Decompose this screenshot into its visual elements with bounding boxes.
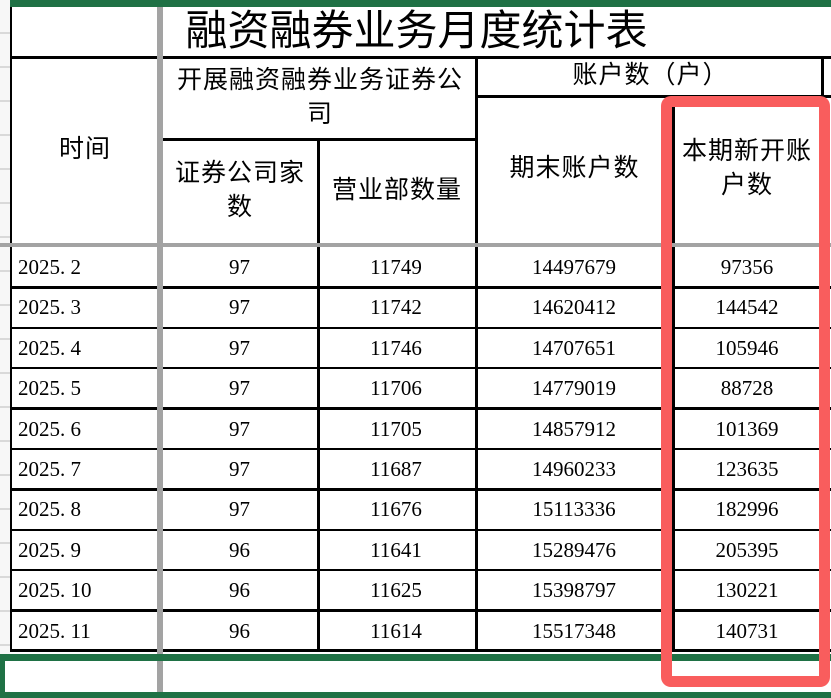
grid-line [10,528,831,532]
new_accounts-cell[interactable]: 205395 [715,537,779,562]
time-cell[interactable]: 2025. 3 [18,295,81,320]
branches-cell[interactable]: 11687 [370,457,422,481]
branches-cell[interactable]: 11706 [370,376,422,401]
period_end-cell[interactable]: 15398797 [532,578,616,603]
selection-border-top [10,0,831,7]
new_accounts-cell[interactable]: 101369 [715,416,779,441]
time-cell[interactable]: 2025. 4 [18,335,81,360]
branches-cell[interactable]: 11625 [370,578,422,603]
time-cell[interactable]: 2025. 7 [18,457,81,481]
grid-line [475,56,478,651]
table-title-cell[interactable]: 融资融券业务月度统计表 [185,9,648,55]
branches-cell[interactable]: 11641 [370,537,422,562]
new_accounts-cell[interactable]: 123635 [715,457,779,481]
period_end-cell[interactable]: 15289476 [532,537,616,562]
branches-cell[interactable]: 11676 [370,497,422,522]
period_end-cell[interactable]: 14857912 [532,416,616,441]
header-cell-new-accounts[interactable]: 本期新开账户数 [681,138,812,199]
grid-line [476,95,831,98]
time-cell[interactable]: 2025. 10 [18,578,92,603]
period_end-cell[interactable]: 14620412 [532,295,616,320]
time-cell[interactable]: 2025. 11 [18,618,91,643]
companies-cell[interactable]: 97 [229,416,250,441]
period_end-cell[interactable]: 14779019 [532,376,616,401]
companies-cell[interactable]: 97 [229,255,250,279]
header-cell-time[interactable]: 时间 [58,136,111,164]
period_end-cell[interactable]: 14497679 [532,255,616,279]
grid-line [10,649,831,652]
new_accounts-cell[interactable]: 105946 [715,335,779,360]
companies-cell[interactable]: 96 [229,537,250,562]
companies-cell[interactable]: 97 [229,376,250,401]
period_end-cell[interactable]: 14960233 [532,457,616,481]
new_accounts-cell[interactable]: 140731 [715,618,779,643]
branches-cell[interactable]: 11742 [370,295,422,320]
grid-line [10,488,831,491]
header-cell-branch-count[interactable]: 营业部数量 [331,176,462,204]
grid-line [10,447,831,451]
grid-line [672,95,675,651]
grid-line [10,326,831,330]
pane-divider-vertical [157,0,163,698]
grid-line [10,56,831,59]
time-cell[interactable]: 2025. 6 [18,416,81,441]
active-cell[interactable] [2,661,157,691]
selection-border-middle [0,654,831,661]
branches-cell[interactable]: 11705 [370,416,422,441]
new_accounts-cell[interactable]: 182996 [715,497,779,522]
companies-cell[interactable]: 96 [229,578,250,603]
grid-line [10,568,831,572]
header-cell-period-end-accounts[interactable]: 期末账户数 [509,155,640,183]
branches-cell[interactable]: 11749 [370,255,422,279]
period_end-cell[interactable]: 15113336 [532,497,616,522]
header-cell-company-count[interactable]: 证券公司家数 [174,159,305,221]
header-cell-company-group[interactable]: 开展融资融券业务证券公司 [176,66,463,128]
pane-divider-horizontal [0,243,831,247]
grid-line [10,286,831,289]
branches-cell[interactable]: 11614 [370,618,422,643]
highlight-rectangle-new-accounts-column [661,96,830,687]
companies-cell[interactable]: 96 [229,618,250,643]
companies-cell[interactable]: 97 [229,295,250,320]
grid-line [10,609,831,612]
new_accounts-cell[interactable]: 130221 [715,578,779,603]
time-cell[interactable]: 2025. 2 [18,255,81,279]
time-cell[interactable]: 2025. 5 [18,376,81,401]
header-cell-accounts-group[interactable]: 账户数（户） [572,62,729,90]
period_end-cell[interactable]: 14707651 [532,335,616,360]
time-cell[interactable]: 2025. 9 [18,537,81,562]
selection-border-bottom [0,692,831,698]
companies-cell[interactable]: 97 [229,335,250,360]
branches-cell[interactable]: 11746 [370,335,422,360]
new_accounts-cell[interactable]: 88728 [720,376,774,401]
selection-border-left [0,654,5,698]
companies-cell[interactable]: 97 [229,497,250,522]
sheet-margin-strip [0,0,10,698]
time-cell[interactable]: 2025. 8 [18,497,81,522]
grid-line [10,407,831,410]
companies-cell[interactable]: 97 [229,457,250,481]
period_end-cell[interactable]: 15517348 [532,618,616,643]
new_accounts-cell[interactable]: 97356 [720,255,774,279]
new_accounts-cell[interactable]: 144542 [715,295,779,320]
grid-line [317,138,320,651]
grid-line [10,366,831,370]
